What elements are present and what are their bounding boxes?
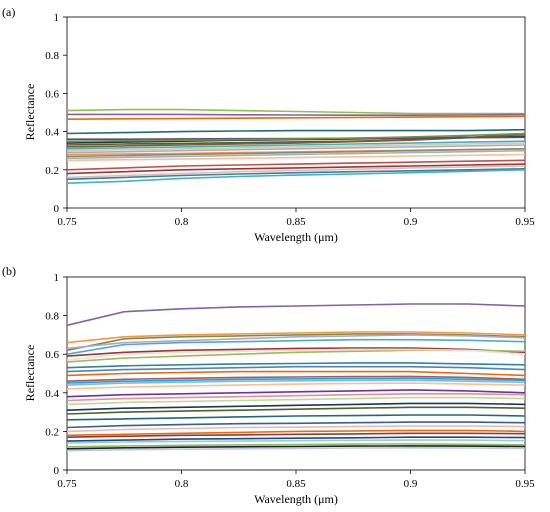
panel-b-series-line-14: [66, 382, 526, 390]
panel-b-series-line-24: [66, 432, 526, 438]
panel-a-series-line-16: [66, 163, 526, 175]
panel-a-x-tick-label: 0.95: [515, 216, 535, 228]
panel-a-series-line-18: [66, 168, 526, 181]
panel-a-series-line-9: [66, 142, 526, 152]
panel-b-y-tick-label: 0.2: [45, 426, 59, 438]
panel-b-x-tick-label: 0.8: [175, 478, 189, 490]
panel-a-y-axis-label: Reflectance: [23, 84, 37, 141]
panel-b-series-line-19: [66, 406, 526, 415]
panel-a-y-tick-label: 0.2: [45, 165, 59, 177]
panel-a-series-line-21: [66, 132, 526, 142]
panel-b-series-line-6: [66, 347, 526, 357]
panel-b-series-line-18: [66, 402, 526, 411]
panel-a-y-tick-label: 0: [54, 203, 60, 215]
panel-b-y-axis-label: Reflectance: [23, 345, 37, 402]
panel-a-series-line-8: [66, 140, 526, 150]
panel-a: (a) 0.75 0.8 0.85 0.9 0.95 0 0.2 0.4 0.6 0.8 1 Wav…: [2, 5, 535, 244]
panel-b-x-tick-label: 0.9: [404, 478, 418, 490]
panel-b-series-line-13: [66, 379, 526, 386]
panel-b-series-line-1: [66, 303, 526, 327]
panel-a-y-tick-label: 0.6: [45, 88, 59, 100]
panel-b-series-line-22: [66, 425, 526, 433]
panel-b-series-line-27: [66, 443, 526, 448]
panel-a-series-line-14: [66, 153, 526, 162]
panel-b-series-line-20: [66, 414, 526, 421]
panel-a-series: [66, 108, 526, 184]
panel-a-series-line-13: [66, 149, 526, 160]
panel-b-series-line-3: [66, 333, 526, 352]
panel-a-series-line-2: [67, 113, 526, 116]
panel-b-series: [66, 303, 526, 452]
panel-b-series-line-12: [66, 375, 526, 382]
panel-b-series-line-21: [66, 421, 526, 429]
panel-a-series-line-17: [66, 165, 526, 179]
panel-a-x-tick-label: 0.8: [175, 216, 189, 228]
panel-a-y-tick-label: 1: [54, 12, 60, 24]
panel-b-series-line-29: [66, 446, 526, 452]
panel-b-x-tick-label: 0.75: [57, 478, 77, 490]
panel-a-y-tick-label: 0.8: [45, 50, 59, 62]
panel-b-series-line-25: [66, 436, 526, 442]
panel-b-y-tick-label: 1: [54, 272, 60, 284]
panel-b-y-tick-label: 0.8: [45, 311, 59, 323]
panel-b-series-line-2: [66, 331, 526, 344]
panel-a-series-line-3: [66, 115, 526, 120]
panel-a-series-line-1: [66, 108, 525, 115]
panel-a-frame: [66, 16, 526, 209]
panel-b-series-line-23: [66, 429, 526, 437]
panel-b-x-axis-label: Wavelength (μm): [254, 492, 338, 506]
panel-b-y-tick-label: 0.6: [45, 349, 59, 361]
panel-b-y-tick-label: 0: [54, 465, 60, 477]
panel-a-series-line-15: [66, 159, 526, 171]
panel-b-series-line-8: [66, 348, 526, 361]
panel-b-series-line-5: [66, 334, 526, 350]
panel-b-series-line-26: [66, 439, 526, 444]
panel-b-series-line-15: [66, 389, 526, 398]
panel-a-y-tick-label: 0.4: [45, 127, 59, 139]
panel-b-label: (b): [2, 264, 16, 278]
panel-b-series-line-11: [66, 370, 526, 377]
panel-b-x-tick-label: 0.85: [286, 478, 306, 490]
panel-b-series-line-17: [66, 396, 526, 406]
panel-b-x-tick-label: 0.95: [515, 478, 535, 490]
panel-b: (b) 0.75 0.8 0.85 0.9 0.95 0 0.2 0.4 0.6 0.8 1 Wav…: [2, 264, 535, 506]
panel-b-ticks: 0.75 0.8 0.85 0.9 0.95 0 0.2 0.4 0.6 0.8 1: [45, 272, 535, 490]
panel-a-label: (a): [2, 5, 15, 19]
panel-a-x-tick-label: 0.85: [286, 216, 306, 228]
panel-a-series-line-4: [66, 128, 526, 135]
panel-a-ticks: 0.75 0.8 0.85 0.9 0.95 0 0.2 0.4 0.6 0.8 1: [45, 12, 535, 228]
panel-a-series-line-19: [66, 169, 526, 184]
panel-b-y-tick-label: 0.4: [45, 388, 59, 400]
panel-a-x-axis-label: Wavelength (μm): [254, 230, 338, 244]
panel-a-x-tick-label: 0.9: [404, 216, 418, 228]
panel-b-series-line-9: [66, 362, 526, 369]
panel-b-series-line-16: [66, 393, 526, 402]
panel-b-series-line-4: [66, 338, 526, 355]
panel-a-series-line-10: [66, 144, 526, 154]
panel-b-series-line-30: [66, 377, 526, 384]
panel-a-series-line-12: [66, 148, 526, 158]
panel-b-series-line-10: [66, 365, 526, 373]
panel-a-x-tick-label: 0.75: [57, 216, 77, 228]
panel-b-series-line-28: [66, 445, 526, 450]
